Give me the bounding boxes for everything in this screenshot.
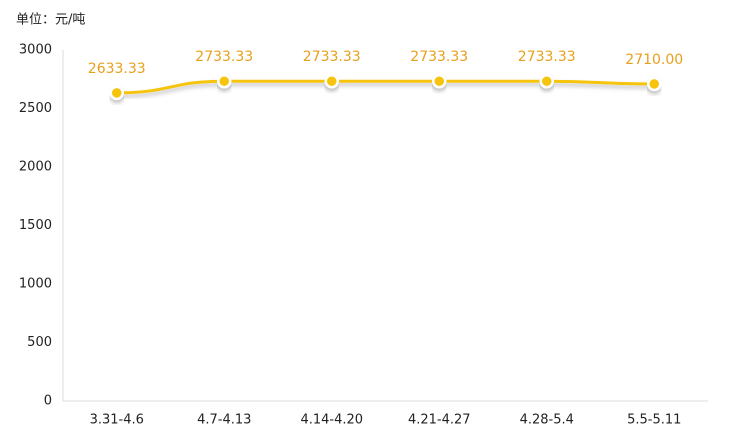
x-tick-label: 4.14-4.20	[300, 413, 363, 428]
value-label: 2733.33	[518, 49, 576, 65]
value-label: 2733.33	[195, 49, 253, 65]
y-tick-label: 2500	[19, 101, 52, 116]
x-tick-label: 3.31-4.6	[90, 413, 144, 428]
y-tick-label: 1500	[19, 218, 52, 233]
point	[647, 76, 662, 92]
y-tick-label: 3000	[19, 43, 52, 58]
line	[116, 79, 655, 95]
value-label: 2710.00	[625, 52, 683, 68]
point	[109, 85, 124, 101]
y-tick-label: 2000	[19, 160, 52, 175]
x-tick-label: 4.21-4.27	[408, 413, 471, 428]
unit-label: 单位：元/吨	[16, 13, 85, 28]
value-label: 2733.33	[410, 49, 468, 65]
x-tick-label: 4.28-5.4	[520, 413, 574, 428]
point	[539, 73, 554, 89]
y-tick-label: 0	[44, 394, 52, 409]
point	[324, 73, 339, 89]
y-tick-label: 1000	[19, 277, 52, 292]
point	[217, 73, 232, 89]
x-tick-label: 5.5-5.11	[627, 413, 681, 428]
value-label: 2633.33	[88, 61, 146, 77]
point	[432, 73, 447, 89]
y-tick-label: 500	[27, 335, 52, 350]
x-tick-label: 4.7-4.13	[197, 413, 251, 428]
value-label: 2733.33	[303, 49, 361, 65]
